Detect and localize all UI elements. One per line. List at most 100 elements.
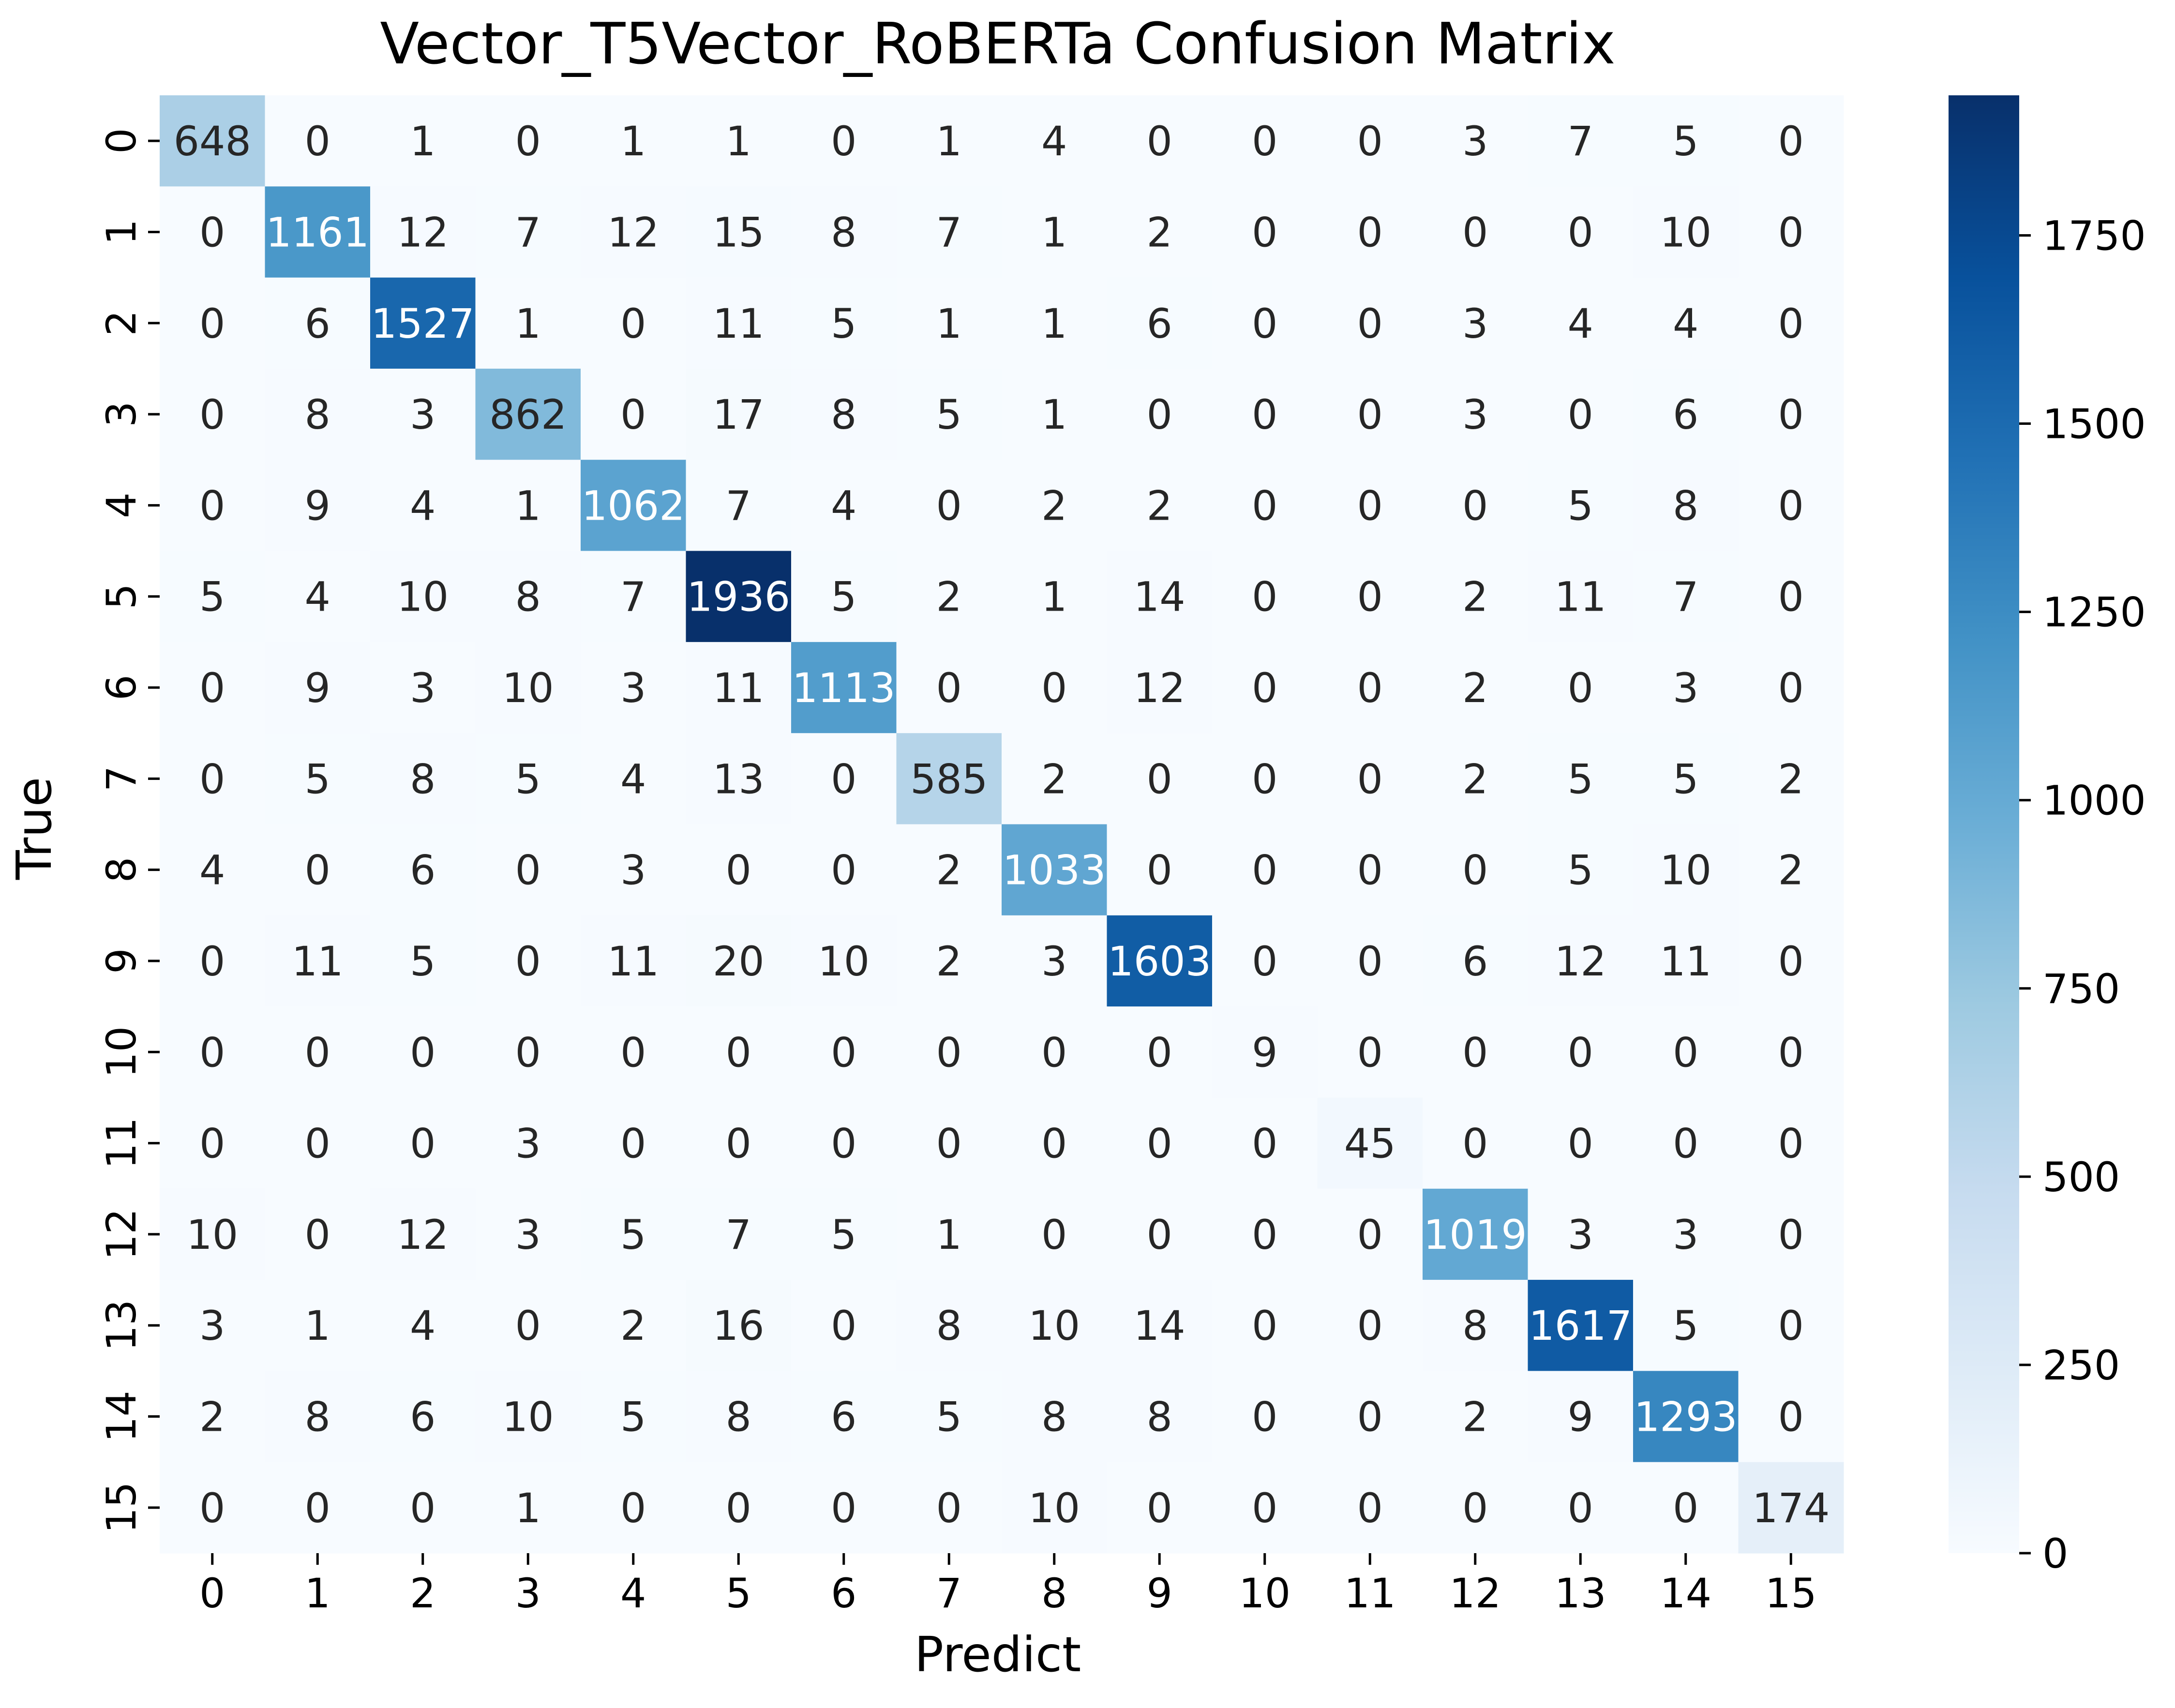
heatmap-cell xyxy=(896,824,1002,916)
cell-value: 0 xyxy=(1147,1120,1172,1168)
cell-value: 7 xyxy=(726,482,751,529)
heatmap-cell xyxy=(686,824,792,916)
cell-value: 0 xyxy=(726,1120,751,1168)
cell-value: 11 xyxy=(713,300,765,347)
heatmap-cell xyxy=(475,277,581,369)
heatmap-cell xyxy=(1528,733,1634,825)
heatmap-cell xyxy=(1212,915,1318,1007)
cell-value: 1 xyxy=(1041,391,1067,438)
heatmap-cell xyxy=(791,733,897,825)
x-tick-label: 1 xyxy=(305,1570,330,1617)
heatmap-cell xyxy=(475,186,581,278)
cell-value: 3 xyxy=(410,391,435,438)
cell-value: 0 xyxy=(199,482,225,529)
x-tick-label: 10 xyxy=(1239,1570,1290,1617)
cell-value: 5 xyxy=(1673,1302,1698,1349)
heatmap-cell xyxy=(1528,95,1634,187)
colorbar-tick-label: 250 xyxy=(2042,1342,2120,1389)
heatmap-cell xyxy=(896,186,1002,278)
cell-value: 4 xyxy=(831,482,856,529)
heatmap-cell xyxy=(1317,1006,1423,1098)
heatmap-cell xyxy=(1738,642,1844,734)
heatmap-cell xyxy=(475,1462,581,1554)
cell-value: 0 xyxy=(1252,1211,1277,1259)
cell-value: 0 xyxy=(726,1029,751,1076)
cell-value: 2 xyxy=(1778,847,1804,894)
cell-value: 9 xyxy=(305,482,330,529)
cell-value: 1 xyxy=(936,1211,962,1259)
cell-value: 0 xyxy=(1041,1211,1067,1259)
cell-value: 1 xyxy=(620,118,646,165)
cell-value: 8 xyxy=(1673,482,1698,529)
heatmap-cell xyxy=(581,95,687,187)
heatmap-cell xyxy=(475,733,581,825)
heatmap-cell xyxy=(1633,1188,1739,1280)
heatmap-cell xyxy=(1633,186,1739,278)
y-tick-label: 9 xyxy=(98,948,145,974)
heatmap-cell xyxy=(581,1006,687,1098)
heatmap-cell xyxy=(1317,1097,1423,1189)
heatmap-cell xyxy=(1738,277,1844,369)
heatmap-cell xyxy=(370,1006,476,1098)
cell-value: 1293 xyxy=(1634,1393,1738,1441)
heatmap-cell xyxy=(1423,460,1529,552)
heatmap-cell xyxy=(686,1280,792,1371)
heatmap-cell xyxy=(1002,551,1108,643)
cell-value: 8 xyxy=(410,755,435,803)
cell-value: 0 xyxy=(1357,847,1383,894)
heatmap-cell xyxy=(896,915,1002,1007)
cell-value: 0 xyxy=(1252,118,1277,165)
cell-value: 0 xyxy=(1252,1302,1277,1349)
cell-value: 13 xyxy=(713,755,765,803)
colorbar-tick-label: 750 xyxy=(2042,965,2120,1013)
cell-value: 585 xyxy=(910,755,988,803)
heatmap-cell xyxy=(1423,186,1529,278)
heatmap-cell xyxy=(581,824,687,916)
cell-value: 0 xyxy=(936,664,962,712)
x-tick-label: 12 xyxy=(1449,1570,1501,1617)
cell-value: 1603 xyxy=(1108,938,1211,985)
heatmap-cell xyxy=(896,95,1002,187)
heatmap-cell xyxy=(370,1188,476,1280)
cell-value: 2 xyxy=(936,573,962,621)
cell-value: 5 xyxy=(1568,847,1593,894)
heatmap-cell xyxy=(265,1280,371,1371)
heatmap-cell xyxy=(1528,277,1634,369)
cell-value: 0 xyxy=(1252,209,1277,256)
heatmap-cell xyxy=(1738,1371,1844,1463)
cell-value: 8 xyxy=(305,1393,330,1441)
heatmap-cell xyxy=(1528,1371,1634,1463)
cell-value: 0 xyxy=(1778,1120,1804,1168)
x-tick-label: 4 xyxy=(620,1570,646,1617)
cell-value: 2 xyxy=(620,1302,646,1349)
cell-value: 5 xyxy=(831,1211,856,1259)
cell-value: 1617 xyxy=(1529,1302,1632,1349)
cell-value: 5 xyxy=(1673,118,1698,165)
cell-value: 5 xyxy=(936,1393,962,1441)
cell-value: 0 xyxy=(305,847,330,894)
heatmap-cell xyxy=(686,551,792,643)
x-tick-label: 0 xyxy=(199,1570,225,1617)
cell-value: 2 xyxy=(1041,482,1067,529)
cell-value: 0 xyxy=(1252,300,1277,347)
cell-value: 9 xyxy=(1568,1393,1593,1441)
cell-value: 1 xyxy=(515,300,541,347)
heatmap-cell xyxy=(791,368,897,460)
cell-value: 12 xyxy=(397,1211,449,1259)
heatmap-cell xyxy=(265,1188,371,1280)
x-tick-label: 5 xyxy=(726,1570,751,1617)
heatmap-cell xyxy=(1317,1371,1423,1463)
heatmap-cell xyxy=(686,460,792,552)
cell-value: 6 xyxy=(1673,391,1698,438)
heatmap-cell xyxy=(686,1006,792,1098)
heatmap-cells xyxy=(160,95,1844,1554)
heatmap-cell xyxy=(370,95,476,187)
x-tick-label: 15 xyxy=(1765,1570,1817,1617)
cell-value: 0 xyxy=(1778,118,1804,165)
cell-value: 2 xyxy=(936,938,962,985)
cell-value: 2 xyxy=(1778,755,1804,803)
heatmap-cell xyxy=(791,1280,897,1371)
cell-value: 1 xyxy=(410,118,435,165)
cell-value: 5 xyxy=(1673,755,1698,803)
